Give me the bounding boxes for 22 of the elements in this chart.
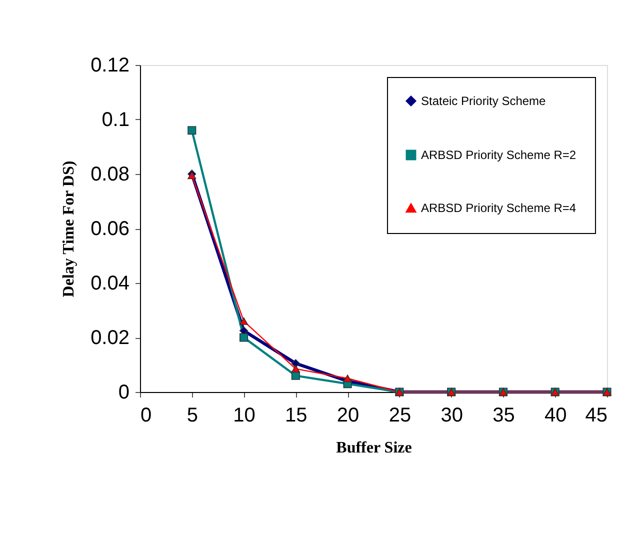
x-tick-label: 20 [336, 404, 360, 426]
y-tick-label: 0.1 [102, 109, 130, 131]
x-tick-label: 30 [440, 404, 463, 426]
x-tick-label: 35 [492, 404, 515, 426]
x-tick-label: 45 [585, 404, 608, 426]
y-axis-title: Delay Time For DS) [60, 160, 78, 298]
x-tick-label: 0 [140, 404, 152, 426]
legend-label: ARBSD Priority Scheme R=2 [421, 148, 576, 162]
legend-label: Stateic Priority Scheme [421, 94, 546, 108]
legend-label: ARBSD Priority Scheme R=4 [421, 201, 576, 215]
y-tick-label: 0.08 [90, 164, 130, 186]
x-axis-title: Buffer Size [336, 440, 412, 456]
x-tick-label: 40 [544, 404, 567, 426]
x-tick-label: 10 [233, 404, 256, 426]
y-tick-label: 0.12 [90, 54, 130, 76]
y-tick-label: 0.02 [90, 327, 130, 349]
x-tick-label: 25 [388, 404, 412, 426]
x-tick-label: 15 [285, 404, 308, 426]
y-tick-label: 0.06 [90, 218, 130, 240]
x-tick-label: 5 [186, 404, 198, 426]
y-tick-label: 0.04 [90, 272, 130, 294]
y-tick-label: 0 [118, 382, 130, 404]
